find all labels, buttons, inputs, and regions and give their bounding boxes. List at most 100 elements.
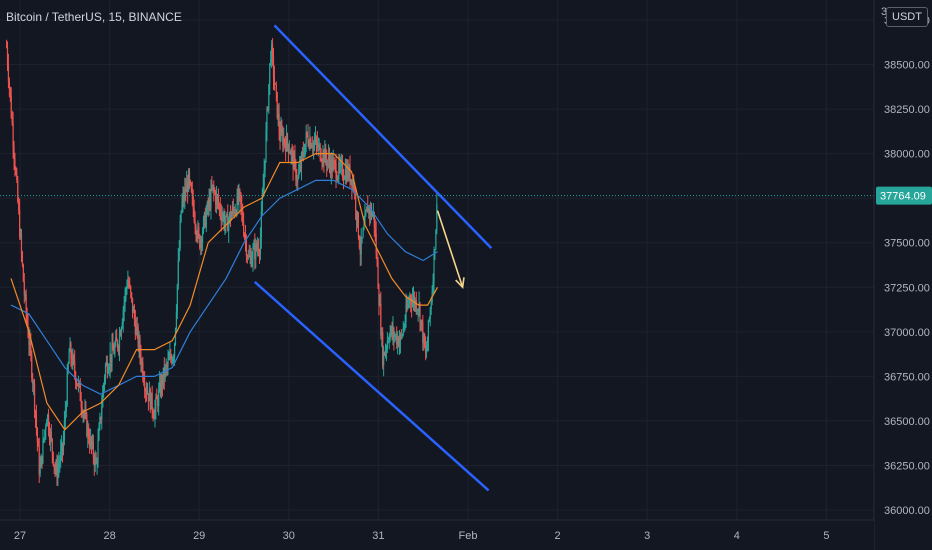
x-tick-label: 29 bbox=[193, 530, 205, 542]
candle-body bbox=[116, 337, 118, 341]
candle-body bbox=[65, 405, 67, 412]
time-scale bbox=[0, 520, 874, 550]
candle-body bbox=[432, 281, 434, 292]
candle-body bbox=[35, 415, 38, 429]
candle-body bbox=[265, 129, 267, 161]
candle-body bbox=[327, 160, 329, 166]
candle-body bbox=[133, 309, 136, 320]
candle-body bbox=[184, 188, 186, 201]
x-tick-label: 2 bbox=[555, 530, 561, 542]
candle-body bbox=[219, 205, 221, 214]
candle-body bbox=[6, 46, 9, 65]
arrow-head bbox=[455, 277, 465, 290]
candle-body bbox=[225, 215, 227, 223]
candle-body bbox=[365, 211, 367, 215]
currency-selector[interactable]: USDT bbox=[886, 7, 928, 27]
candle-body bbox=[154, 408, 156, 419]
candle-body bbox=[177, 259, 179, 285]
candle-body bbox=[108, 367, 110, 371]
candle-body bbox=[178, 247, 180, 260]
candle-body bbox=[299, 165, 301, 173]
candle-body bbox=[290, 150, 292, 155]
candle-body bbox=[200, 238, 202, 248]
candle-body bbox=[180, 211, 182, 222]
candle-body bbox=[57, 466, 59, 478]
candle-body bbox=[79, 382, 81, 401]
candle-body bbox=[21, 252, 24, 265]
candle-body bbox=[320, 158, 322, 161]
candle-body bbox=[110, 354, 112, 363]
candle-body bbox=[399, 334, 402, 342]
candle-body bbox=[8, 80, 10, 88]
candle-body bbox=[131, 292, 133, 298]
candle-body bbox=[52, 452, 54, 465]
candle-body bbox=[105, 361, 108, 366]
candle-body bbox=[66, 372, 68, 406]
candle-body bbox=[162, 367, 164, 385]
drawings[interactable] bbox=[0, 24, 874, 492]
candle-body bbox=[221, 216, 223, 220]
candle-body bbox=[231, 207, 234, 215]
candle-body bbox=[239, 189, 241, 193]
candle-body bbox=[271, 44, 273, 60]
candle-body bbox=[71, 358, 73, 366]
candle-body bbox=[213, 184, 215, 191]
candle-body bbox=[430, 302, 432, 309]
candle-body bbox=[115, 337, 117, 346]
candle-body bbox=[391, 327, 393, 336]
candle-body bbox=[181, 201, 183, 212]
candle-body bbox=[100, 417, 102, 420]
candle-body bbox=[139, 339, 141, 355]
candle-body bbox=[82, 412, 84, 414]
chart-title[interactable]: Bitcoin / TetherUS, 15, BINANCE bbox=[6, 10, 182, 24]
candle-body bbox=[397, 337, 400, 347]
candle-body bbox=[274, 83, 276, 85]
candle-body bbox=[127, 281, 129, 288]
candle-body bbox=[101, 407, 103, 420]
candle-body bbox=[155, 397, 157, 409]
candle-body bbox=[338, 161, 340, 177]
channel-lower-line bbox=[253, 280, 490, 492]
candle-body bbox=[55, 465, 57, 471]
candle-body bbox=[91, 441, 94, 446]
y-tick-label: 37250.00 bbox=[884, 282, 930, 294]
candle-body bbox=[294, 156, 296, 163]
candle-body bbox=[206, 202, 208, 213]
candle-body bbox=[367, 206, 369, 213]
candle-body bbox=[161, 377, 164, 385]
candle-body bbox=[190, 183, 192, 192]
candle-body bbox=[236, 193, 238, 215]
candle-body bbox=[201, 238, 203, 243]
candle-body bbox=[284, 138, 286, 144]
candle-body bbox=[5, 46, 8, 48]
candle-body bbox=[128, 281, 130, 287]
candle-body bbox=[80, 400, 82, 408]
candle-body bbox=[305, 132, 307, 144]
candle-body bbox=[62, 438, 65, 451]
candle-body bbox=[393, 328, 395, 339]
candle-body bbox=[392, 328, 394, 336]
candle-body bbox=[286, 134, 289, 145]
candle-body bbox=[299, 165, 302, 169]
candle-body bbox=[379, 303, 381, 306]
candle-body bbox=[348, 166, 350, 178]
candle-body bbox=[229, 212, 231, 221]
candle-body bbox=[166, 365, 168, 367]
candle-body bbox=[30, 340, 32, 355]
y-tick-label: 36750.00 bbox=[884, 371, 930, 383]
candle-body bbox=[335, 163, 337, 179]
candle-body bbox=[276, 91, 278, 118]
candle-body bbox=[315, 138, 318, 143]
candle-body bbox=[332, 161, 334, 171]
candle-body bbox=[314, 138, 317, 142]
candle-body bbox=[60, 450, 62, 462]
candle-body bbox=[433, 250, 435, 282]
candle-body bbox=[361, 237, 363, 239]
candle-body bbox=[346, 166, 348, 181]
candle-body bbox=[119, 333, 122, 336]
candle-body bbox=[22, 264, 24, 282]
candle-body bbox=[38, 446, 40, 475]
candle-body bbox=[122, 309, 124, 323]
